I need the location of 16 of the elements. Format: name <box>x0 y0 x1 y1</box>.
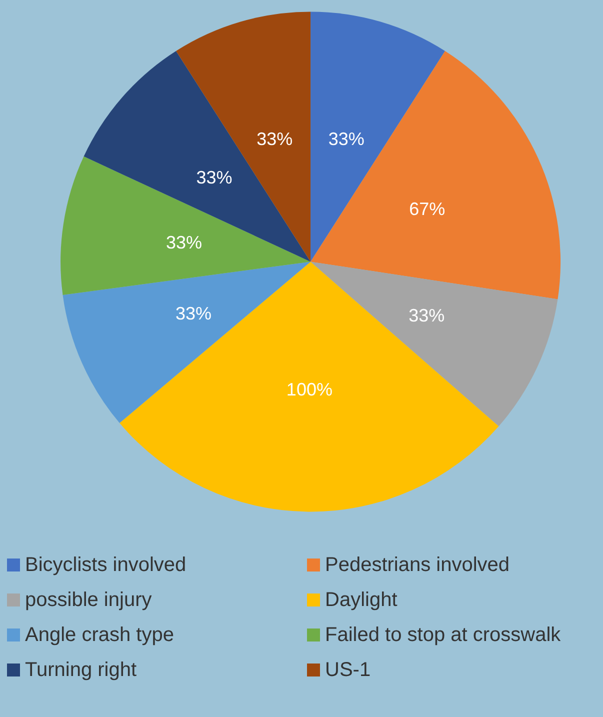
legend-label: Angle crash type <box>25 624 174 646</box>
legend-label: US-1 <box>325 659 371 681</box>
legend-label: Failed to stop at crosswalk <box>325 624 562 646</box>
data-label: 33% <box>166 232 202 252</box>
data-label: 100% <box>286 380 332 400</box>
data-label: 33% <box>328 128 364 149</box>
data-label: 33% <box>408 306 445 326</box>
legend-label: Bicyclists involved <box>25 554 186 576</box>
data-label: 33% <box>256 128 293 149</box>
data-label: 67% <box>409 198 446 219</box>
legend-label: Pedestrians involved <box>325 554 510 576</box>
legend-label: possible injury <box>25 589 152 611</box>
legend-label: Daylight <box>325 589 398 611</box>
legend-label: Turning right <box>25 659 137 681</box>
data-label: 33% <box>196 167 232 188</box>
data-label: 33% <box>176 304 212 324</box>
